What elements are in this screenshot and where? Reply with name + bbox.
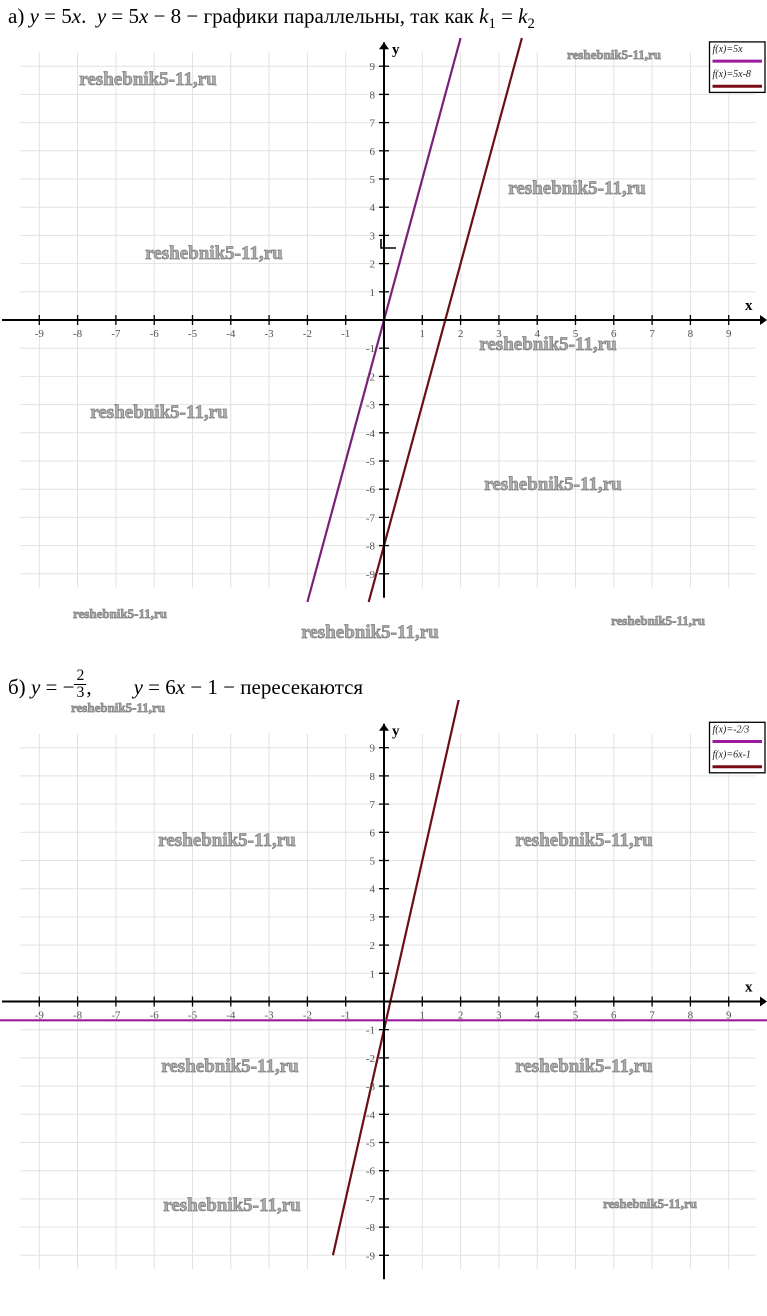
svg-text:-6: -6 <box>150 328 160 340</box>
svg-text:-7: -7 <box>366 512 376 524</box>
svg-text:reshebnik5-11,ru: reshebnik5-11,ru <box>301 622 439 643</box>
svg-text:-2: -2 <box>303 328 312 340</box>
svg-text:reshebnik5-11,ru: reshebnik5-11,ru <box>145 243 283 264</box>
svg-text:reshebnik5-11,ru: reshebnik5-11,ru <box>73 606 167 621</box>
svg-text:-2: -2 <box>303 1010 312 1022</box>
svg-text:1: 1 <box>370 968 376 980</box>
svg-text:reshebnik5-11,ru: reshebnik5-11,ru <box>515 1056 653 1077</box>
svg-text:-3: -3 <box>265 328 275 340</box>
svg-text:y: y <box>392 42 400 58</box>
svg-text:reshebnik5-11,ru: reshebnik5-11,ru <box>163 1195 301 1216</box>
svg-text:-6: -6 <box>366 1166 376 1178</box>
svg-text:9: 9 <box>370 743 376 755</box>
svg-text:1: 1 <box>370 287 376 299</box>
svg-text:-2: -2 <box>366 371 375 383</box>
svg-text:reshebnik5-11,ru: reshebnik5-11,ru <box>161 1056 299 1077</box>
svg-text:-5: -5 <box>188 1010 198 1022</box>
svg-text:reshebnik5-11,ru: reshebnik5-11,ru <box>79 69 217 90</box>
svg-text:4: 4 <box>370 202 376 214</box>
svg-text:-3: -3 <box>366 1081 376 1093</box>
svg-text:-1: -1 <box>366 343 375 355</box>
svg-text:5: 5 <box>370 856 376 868</box>
svg-text:3: 3 <box>496 328 502 340</box>
svg-text:-8: -8 <box>366 541 376 553</box>
svg-text:-5: -5 <box>188 328 198 340</box>
svg-text:-6: -6 <box>366 484 376 496</box>
svg-text:x: x <box>745 298 753 314</box>
svg-text:4: 4 <box>370 884 376 896</box>
svg-text:-4: -4 <box>366 428 376 440</box>
svg-text:-4: -4 <box>366 1109 376 1121</box>
svg-text:7: 7 <box>370 118 376 130</box>
svg-text:reshebnik5-11,ru: reshebnik5-11,ru <box>71 700 165 715</box>
svg-text:8: 8 <box>688 1010 694 1022</box>
svg-text:7: 7 <box>370 799 376 811</box>
svg-text:reshebnik5-11,ru: reshebnik5-11,ru <box>90 402 228 423</box>
svg-text:2: 2 <box>458 1010 464 1022</box>
svg-text:-7: -7 <box>366 1194 376 1206</box>
svg-text:8: 8 <box>370 771 376 783</box>
svg-text:6: 6 <box>611 1010 617 1022</box>
svg-text:5: 5 <box>573 1010 579 1022</box>
svg-text:2: 2 <box>370 940 376 952</box>
svg-text:-7: -7 <box>111 1010 121 1022</box>
svg-text:f(x)=5x: f(x)=5x <box>713 44 744 55</box>
svg-text:8: 8 <box>688 328 694 340</box>
svg-text:reshebnik5-11,ru: reshebnik5-11,ru <box>611 613 705 628</box>
svg-text:-8: -8 <box>366 1222 376 1234</box>
svg-text:9: 9 <box>726 1010 732 1022</box>
svg-text:3: 3 <box>370 912 376 924</box>
svg-text:-9: -9 <box>366 1250 376 1262</box>
svg-text:y: y <box>392 724 400 740</box>
svg-text:reshebnik5-11,ru: reshebnik5-11,ru <box>508 178 646 199</box>
svg-text:-8: -8 <box>73 1010 83 1022</box>
svg-text:4: 4 <box>534 1010 540 1022</box>
svg-text:-4: -4 <box>226 328 236 340</box>
svg-text:-5: -5 <box>366 1138 376 1150</box>
svg-text:-1: -1 <box>341 328 350 340</box>
svg-text:9: 9 <box>370 61 376 73</box>
svg-text:reshebnik5-11,ru: reshebnik5-11,ru <box>567 47 661 62</box>
svg-text:1: 1 <box>420 328 426 340</box>
svg-text:-6: -6 <box>150 1010 160 1022</box>
svg-text:7: 7 <box>649 1010 655 1022</box>
svg-text:5: 5 <box>370 174 376 186</box>
svg-text:-5: -5 <box>366 456 376 468</box>
svg-text:f(x)=-2/3: f(x)=-2/3 <box>713 724 750 735</box>
svg-text:3: 3 <box>370 230 376 242</box>
svg-text:-9: -9 <box>366 569 376 581</box>
svg-text:f(x)=6x-1: f(x)=6x-1 <box>713 750 751 761</box>
svg-text:-7: -7 <box>111 328 121 340</box>
svg-text:-1: -1 <box>341 1010 350 1022</box>
svg-text:-9: -9 <box>35 1010 45 1022</box>
svg-text:3: 3 <box>496 1010 502 1022</box>
svg-text:4: 4 <box>534 328 540 340</box>
svg-text:-9: -9 <box>35 328 45 340</box>
svg-text:reshebnik5-11,ru: reshebnik5-11,ru <box>158 830 296 851</box>
svg-text:reshebnik5-11,ru: reshebnik5-11,ru <box>515 830 653 851</box>
svg-text:-2: -2 <box>366 1053 375 1065</box>
svg-text:-3: -3 <box>265 1010 275 1022</box>
svg-text:9: 9 <box>726 328 732 340</box>
svg-text:5: 5 <box>573 328 579 340</box>
svg-text:7: 7 <box>649 328 655 340</box>
svg-text:-4: -4 <box>226 1010 236 1022</box>
svg-text:-1: -1 <box>366 1025 375 1037</box>
svg-text:2: 2 <box>458 328 464 340</box>
svg-text:2: 2 <box>370 259 376 271</box>
svg-text:x: x <box>745 980 753 996</box>
svg-text:reshebnik5-11,ru: reshebnik5-11,ru <box>603 1196 697 1211</box>
svg-text:reshebnik5-11,ru: reshebnik5-11,ru <box>484 474 622 495</box>
svg-text:6: 6 <box>370 146 376 158</box>
svg-text:-3: -3 <box>366 400 376 412</box>
svg-text:1: 1 <box>420 1010 426 1022</box>
svg-text:6: 6 <box>611 328 617 340</box>
svg-text:-8: -8 <box>73 328 83 340</box>
svg-text:8: 8 <box>370 89 376 101</box>
svg-text:6: 6 <box>370 827 376 839</box>
svg-text:f(x)=5x-8: f(x)=5x-8 <box>713 69 751 80</box>
